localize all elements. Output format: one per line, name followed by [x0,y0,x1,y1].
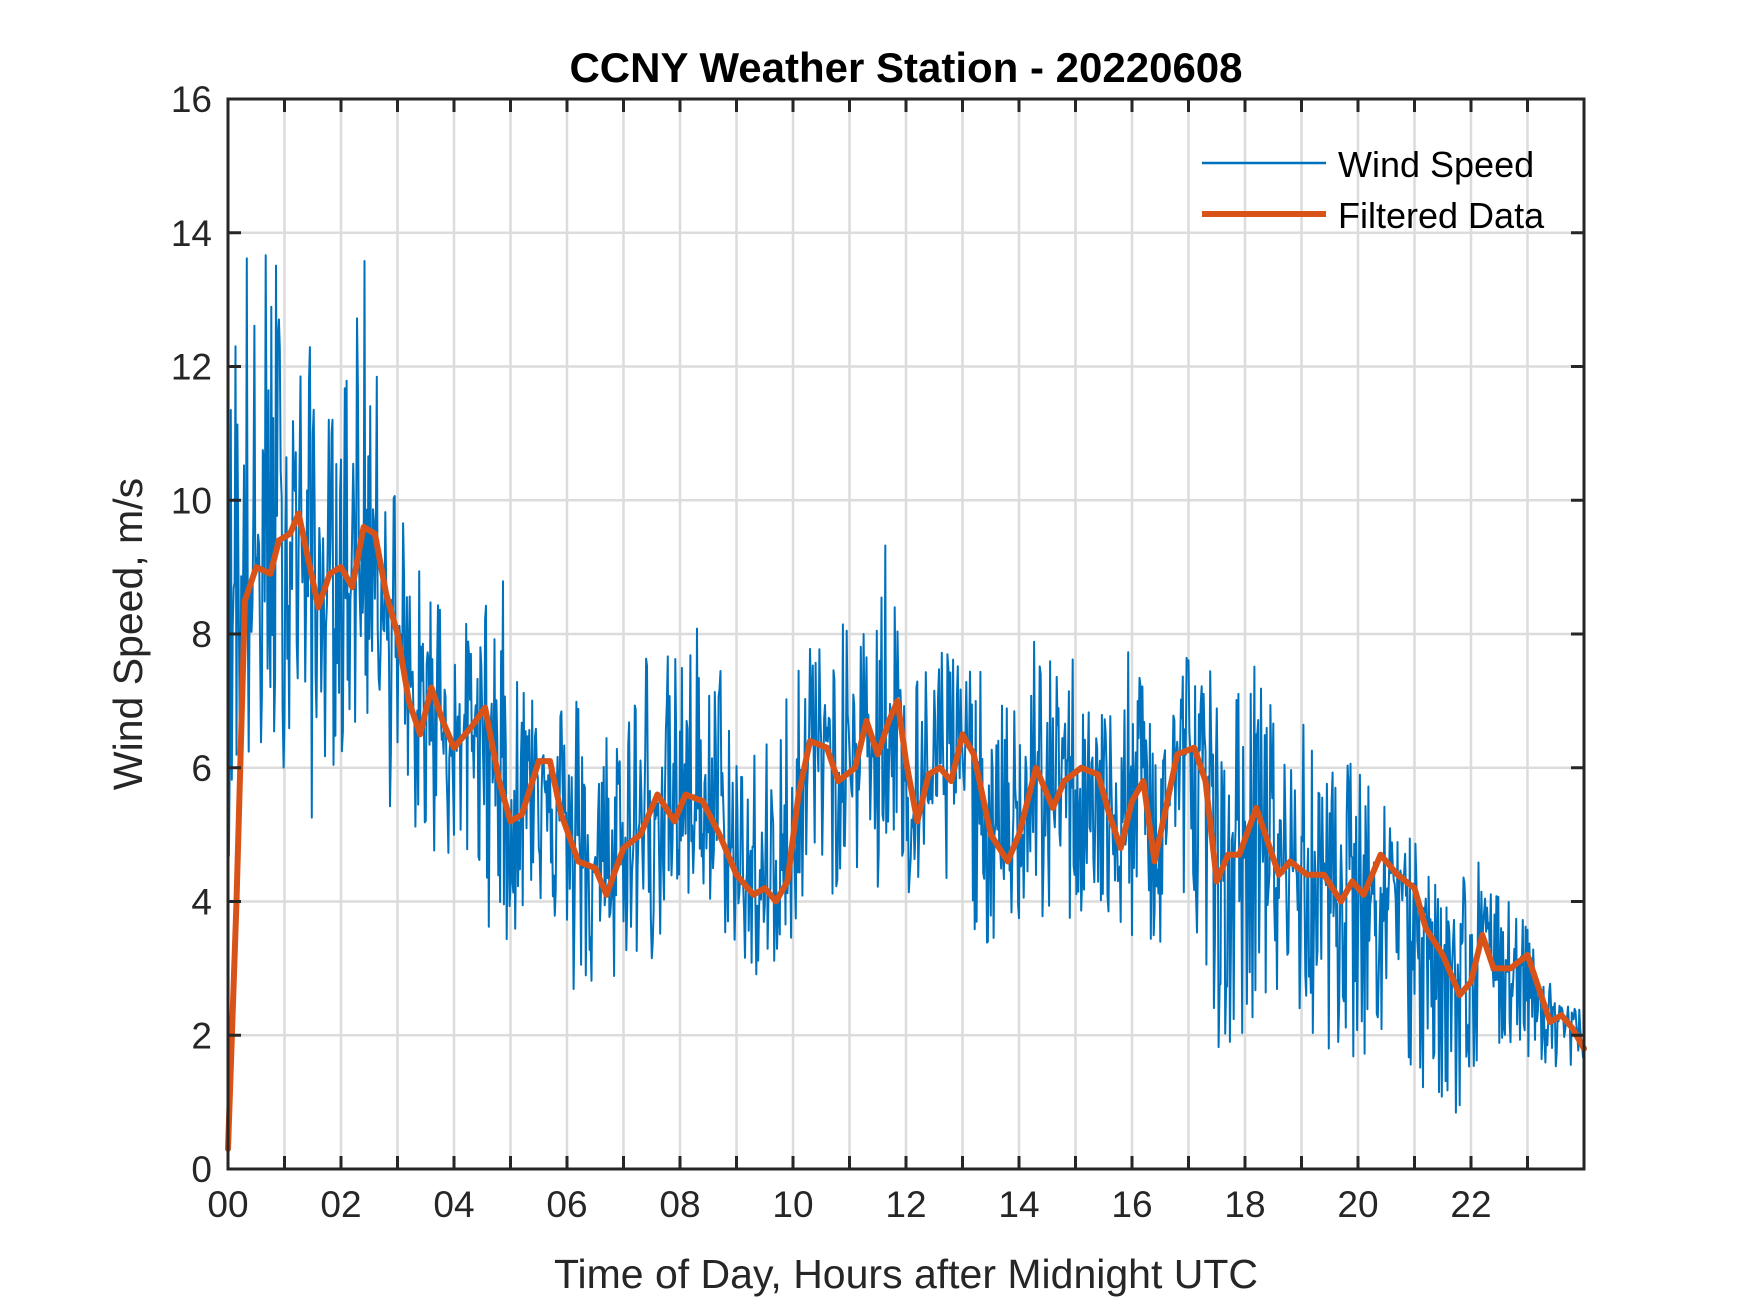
x-tick-label: 18 [1224,1184,1265,1225]
legend-label-wind-speed: Wind Speed [1338,144,1534,185]
y-tick-label: 16 [171,79,212,120]
filtered-data-series [225,510,1587,1152]
y-tick-label: 12 [171,347,212,388]
legend-label-filtered-data: Filtered Data [1338,195,1545,236]
tick-marks [228,99,1584,1169]
y-tick-label: 2 [191,1015,212,1056]
x-tick-label: 04 [433,1184,474,1225]
legend: Wind Speed Filtered Data [1202,144,1545,236]
x-tick-label: 02 [320,1184,361,1225]
y-tick-label: 8 [191,614,212,655]
x-tick-labels: 00 02 04 06 08 10 12 14 16 18 20 22 [207,1184,1491,1225]
x-tick-label: 00 [207,1184,248,1225]
x-tick-label: 16 [1111,1184,1152,1225]
y-axis-label: Wind Speed, m/s [105,478,151,790]
x-tick-label: 12 [885,1184,926,1225]
x-tick-label: 20 [1337,1184,1378,1225]
y-tick-label: 0 [191,1149,212,1190]
x-tick-label: 06 [546,1184,587,1225]
y-tick-label: 14 [171,213,212,254]
x-tick-label: 14 [998,1184,1039,1225]
chart-title: CCNY Weather Station - 20220608 [569,44,1242,91]
y-tick-labels: 0 2 4 6 8 10 12 14 16 [171,79,212,1190]
x-tick-label: 22 [1450,1184,1491,1225]
x-axis-label: Time of Day, Hours after Midnight UTC [554,1251,1258,1297]
x-tick-label: 10 [772,1184,813,1225]
x-tick-label: 08 [659,1184,700,1225]
filtered-data-line [225,510,1587,1152]
y-tick-label: 6 [191,748,212,789]
y-tick-label: 10 [171,480,212,521]
y-tick-label: 4 [191,882,212,923]
